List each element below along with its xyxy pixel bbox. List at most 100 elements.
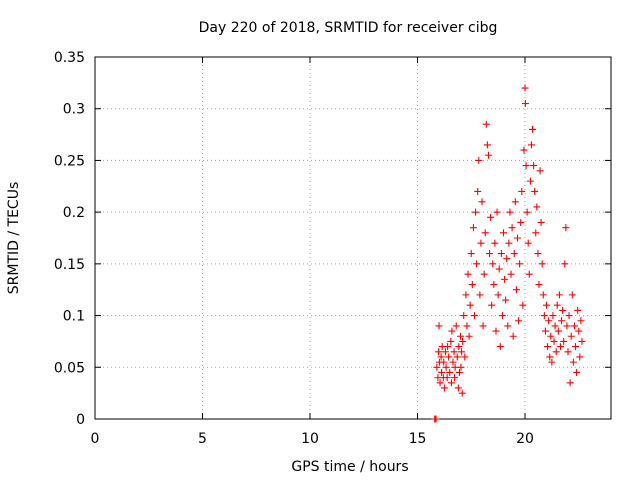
- axis-ticks: 0 5 10 15 20 0 0.05 0.1 0.15 0.2 0.25 0.3 0.35: [54, 50, 611, 447]
- data-point-plus: [555, 291, 563, 299]
- data-point-plus: [566, 379, 574, 387]
- data-point-plus: [453, 353, 461, 361]
- data-point-plus: [447, 379, 455, 387]
- data-point-plus: [437, 353, 445, 361]
- data-point-plus: [519, 301, 527, 309]
- grid-lines: [95, 57, 611, 419]
- data-point-plus: [450, 374, 458, 382]
- data-point-plus: [470, 312, 478, 320]
- data-point-plus: [533, 203, 541, 211]
- data-point-plus: [510, 250, 518, 258]
- data-point-plus: [569, 358, 577, 366]
- data-point-plus: [500, 229, 507, 237]
- data-point-plus: [517, 218, 525, 226]
- data-point-plus: [448, 327, 456, 335]
- data-point-plus: [548, 358, 556, 366]
- data-point-plus: [547, 332, 555, 340]
- data-point-plus: [544, 343, 552, 351]
- y-tick-label: 0.15: [54, 257, 85, 273]
- data-point-plus: [508, 224, 516, 232]
- data-point-plus: [558, 317, 566, 325]
- data-point-plus: [445, 353, 453, 361]
- data-point-plus: [468, 281, 476, 289]
- data-point-plus: [538, 260, 546, 268]
- data-point-plus: [573, 368, 581, 376]
- y-tick-label: 0.1: [63, 309, 85, 325]
- y-tick-label: 0.05: [54, 360, 85, 376]
- data-point-plus: [486, 250, 494, 258]
- data-point-plus: [487, 213, 495, 221]
- data-point-plus: [550, 337, 558, 345]
- data-point-plus: [478, 198, 486, 206]
- y-tick-label: 0.2: [63, 205, 85, 221]
- data-point-plus: [531, 187, 539, 195]
- x-tick-label: 10: [301, 431, 319, 447]
- data-point-plus: [457, 332, 464, 340]
- data-point-plus: [459, 337, 467, 345]
- data-point-plus: [465, 332, 473, 340]
- data-point-plus: [457, 363, 465, 371]
- data-point-plus: [522, 162, 530, 170]
- data-point-plus: [476, 291, 484, 299]
- data-point-plus: [502, 296, 510, 304]
- x-tick-label: 5: [198, 431, 207, 447]
- y-tick-label: 0: [76, 412, 85, 428]
- data-point-plus: [509, 332, 517, 340]
- data-point-plus: [507, 270, 515, 278]
- data-point-plus: [450, 348, 458, 356]
- data-point-plus: [449, 358, 457, 366]
- data-point-plus: [482, 120, 490, 128]
- data-point-plus: [438, 368, 446, 376]
- data-point-plus: [551, 322, 559, 330]
- data-point-plus: [545, 317, 553, 325]
- data-point-plus: [497, 250, 505, 258]
- data-point-plus: [475, 156, 483, 164]
- data-point-plus: [559, 306, 567, 314]
- data-point-plus: [458, 389, 466, 397]
- data-point-plus: [460, 312, 468, 320]
- data-point-plus: [463, 322, 471, 330]
- data-point-plus: [494, 291, 502, 299]
- data-point-plus: [549, 312, 557, 320]
- data-point-plus: [446, 368, 454, 376]
- data-point-plus: [536, 167, 544, 175]
- data-point-plus: [477, 239, 485, 247]
- data-point-plus: [511, 198, 519, 206]
- data-point-plus: [577, 317, 585, 325]
- data-point-plus: [436, 379, 444, 387]
- data-point-plus: [540, 312, 548, 320]
- data-point-plus: [488, 301, 496, 309]
- data-point-plus: [466, 301, 474, 309]
- data-point-plus: [570, 322, 578, 330]
- data-point-plus: [480, 270, 488, 278]
- data-point-plus: [564, 348, 572, 356]
- chart-title: Day 220 of 2018, SRMTID for receiver cib…: [199, 20, 498, 36]
- data-point-plus: [541, 327, 549, 335]
- data-point-plus: [490, 281, 498, 289]
- data-point-plus: [553, 301, 561, 309]
- x-tick-label: 15: [409, 431, 427, 447]
- data-point-plus: [433, 363, 441, 371]
- data-point-plus: [435, 322, 443, 330]
- data-point-plus: [516, 260, 524, 268]
- data-point-plus: [556, 343, 564, 351]
- data-point-plus: [498, 312, 506, 320]
- data-point-plus: [432, 415, 440, 423]
- data-point-plus: [560, 337, 568, 345]
- data-point-plus: [543, 301, 550, 309]
- data-point-plus: [523, 208, 531, 216]
- data-point-plus: [524, 239, 532, 247]
- data-point-plus: [520, 146, 528, 154]
- data-point-plus: [435, 348, 443, 356]
- data-point-plus: [575, 327, 583, 335]
- data-point-plus: [441, 348, 449, 356]
- data-point-plus: [447, 337, 455, 345]
- data-point-plus: [503, 255, 511, 263]
- data-point-plus: [537, 218, 545, 226]
- data-point-plus: [458, 348, 466, 356]
- data-point-plus: [483, 141, 491, 149]
- data-point-plus: [515, 317, 523, 325]
- y-axis-label: SRMTID / TECUs: [6, 182, 22, 295]
- data-point-plus: [561, 260, 569, 268]
- data-point-plus: [464, 270, 472, 278]
